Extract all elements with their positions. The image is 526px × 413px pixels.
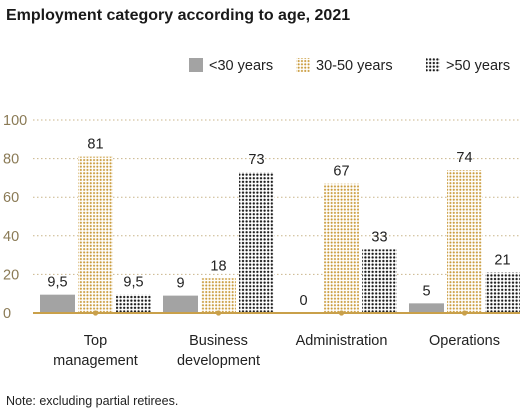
chart-title: Employment category according to age, 20… [6, 7, 350, 24]
chart-note: Note: excluding partial retirees. [6, 394, 178, 408]
bar [163, 295, 198, 313]
y-tick-label: 40 [3, 229, 19, 245]
x-tick-label: Operations [429, 333, 500, 349]
legend-swatch [426, 58, 440, 72]
x-tick-mark [461, 310, 468, 316]
gridlines [33, 119, 520, 275]
bars [40, 156, 520, 313]
bar [447, 170, 482, 313]
y-tick-label: 0 [3, 306, 11, 322]
data-label: 74 [456, 150, 472, 166]
x-tick-label: management [53, 353, 138, 369]
x-tick-label: Administration [296, 333, 388, 349]
x-tick-mark [215, 310, 222, 316]
legend-label: >50 years [446, 58, 510, 74]
bar [324, 183, 359, 313]
data-label: 9 [176, 276, 184, 292]
y-tick-label: 100 [3, 113, 27, 129]
data-label: 9,5 [47, 275, 67, 291]
data-label: 0 [299, 293, 307, 309]
x-axis: Top management Business development Administ… [33, 310, 520, 369]
data-label: 73 [248, 152, 264, 168]
bar [201, 278, 236, 313]
x-tick-mark [92, 310, 99, 316]
legend-label: <30 years [209, 58, 273, 74]
data-label: 18 [210, 258, 226, 274]
legend: <30 years 30-50 years >50 years [189, 58, 510, 74]
data-label: 81 [87, 137, 103, 153]
x-tick-mark [338, 310, 345, 316]
y-tick-label: 60 [3, 190, 19, 206]
bar [78, 156, 113, 313]
legend-swatch [189, 58, 203, 72]
bar [362, 249, 397, 313]
bar [239, 172, 274, 313]
y-axis: 0 20 40 60 80 100 [3, 113, 27, 322]
bar [40, 294, 75, 313]
bar [116, 294, 151, 313]
data-label: 67 [333, 164, 349, 180]
data-label: 21 [494, 252, 510, 268]
legend-swatch [296, 58, 310, 72]
bar [485, 272, 520, 313]
x-tick-label: development [177, 353, 260, 369]
x-tick-label: Top [84, 333, 107, 349]
bar [409, 303, 444, 313]
data-label: 9,5 [123, 275, 143, 291]
y-tick-label: 20 [3, 267, 19, 283]
legend-label: 30-50 years [316, 58, 393, 74]
data-label: 5 [422, 283, 430, 299]
data-label: 33 [371, 229, 387, 245]
data-labels: 9,5 9 0 5 81 18 67 74 9,5 73 33 21 [47, 137, 510, 309]
y-tick-label: 80 [3, 152, 19, 168]
x-tick-label: Business [189, 333, 248, 349]
